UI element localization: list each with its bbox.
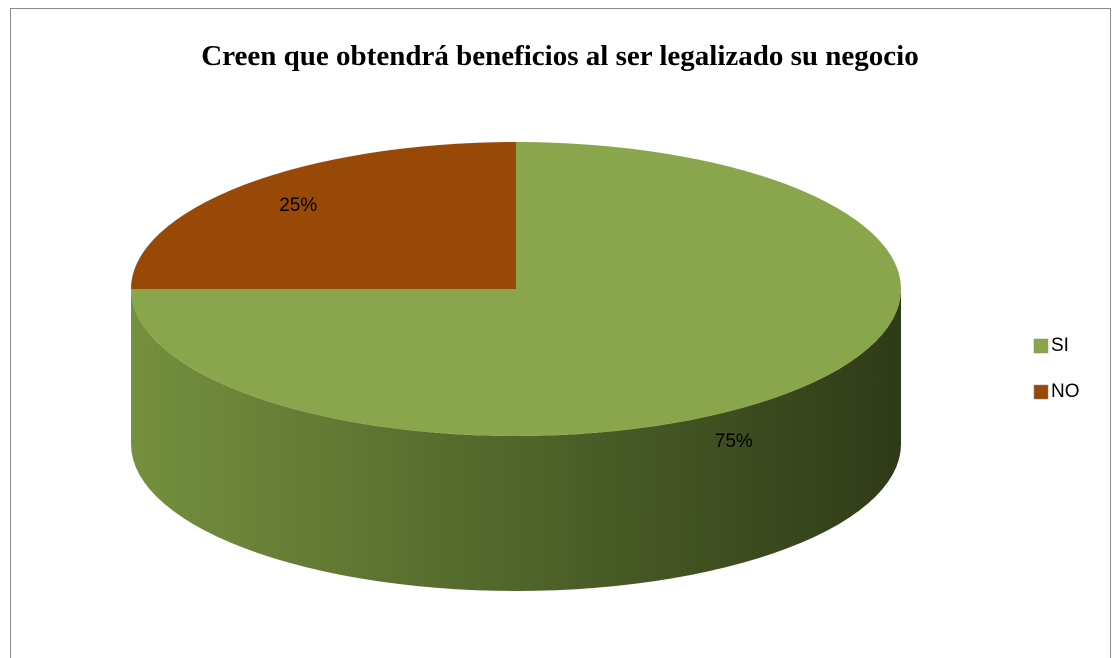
chart-title: Creen que obtendrá beneficios al ser leg…	[201, 40, 918, 72]
data-label: 25%	[279, 195, 317, 216]
pie-side	[131, 289, 901, 591]
legend-label: SI	[1051, 335, 1069, 356]
legend-label: NO	[1051, 381, 1080, 402]
data-label: 75%	[715, 431, 753, 452]
chart-border	[10, 8, 1111, 658]
legend-swatch	[1033, 384, 1049, 400]
pie-slice	[131, 142, 516, 289]
legend-swatch	[1033, 338, 1049, 354]
